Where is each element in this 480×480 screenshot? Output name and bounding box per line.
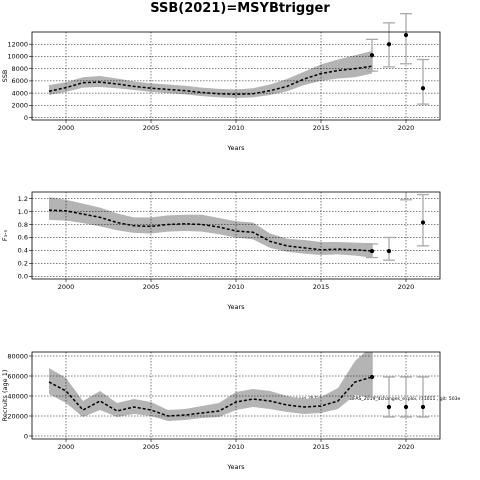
f-y-axis-label: F₃-₅ bbox=[1, 229, 9, 241]
ssb-y-tick-label: 2000 bbox=[11, 102, 28, 110]
ssb-panel: 2000 2005 2010 2015 2020 0 2000 4000 6000 8000 100… bbox=[1, 13, 441, 152]
ssb-y-tick-label: 4000 bbox=[11, 89, 28, 97]
f-projection-errorbar bbox=[417, 193, 429, 247]
ssb-y-tick-label: 0 bbox=[24, 114, 28, 122]
rec-x-tick-label: 2010 bbox=[228, 443, 245, 451]
f-y-tick-label: 1.2 bbox=[18, 195, 28, 203]
ssb-y-tick-label: 8000 bbox=[11, 65, 28, 73]
ssb-projection-errorbar bbox=[417, 58, 429, 105]
ssb-y-tick-label: 6000 bbox=[11, 77, 28, 85]
f-y-tick-label: 0.6 bbox=[18, 234, 28, 242]
f-x-tick-label: 2015 bbox=[313, 283, 330, 291]
rec-x-tick-label: 2015 bbox=[313, 443, 330, 451]
rec-y-tick-label: 40000 bbox=[7, 392, 28, 400]
rec-y-axis-label: Recruits (age 1) bbox=[1, 370, 9, 422]
f-x-tick-label: 2000 bbox=[58, 283, 75, 291]
rec-projection-errorbar bbox=[383, 376, 395, 418]
f-x-tick-label: 2020 bbox=[398, 283, 415, 291]
rec-projection-point bbox=[420, 404, 426, 410]
source-annotation: stockassessment.org, PLE.27.21-23_WGBFAS… bbox=[258, 396, 461, 402]
figure-title: SSB(2021)=MSYBtrigger bbox=[150, 1, 330, 16]
rec-projection-errorbar bbox=[366, 352, 378, 398]
f-projection-point bbox=[404, 178, 408, 182]
ssb-y-tick-label: 10000 bbox=[7, 53, 28, 61]
fishing-mortality-panel: 2000 2005 2010 2015 2020 0.0 0.2 0.4 0.6 0.8 1.0 1.… bbox=[1, 178, 441, 311]
ssb-confidence-band bbox=[49, 50, 372, 98]
f-y-tick-label: 0.8 bbox=[18, 221, 28, 229]
rec-plot-area bbox=[32, 352, 440, 439]
f-plot-area bbox=[32, 178, 440, 279]
rec-confidence-band bbox=[49, 352, 372, 421]
ssb-projection-point bbox=[420, 86, 426, 91]
ssb-y-tick-label: 12000 bbox=[7, 41, 28, 49]
ssb-x-tick-label: 2015 bbox=[313, 124, 330, 132]
rec-projection-errorbar bbox=[417, 376, 429, 418]
ssb-x-axis-label: Years bbox=[226, 144, 245, 152]
f-projection-point bbox=[386, 248, 392, 254]
rec-x-tick-label: 2020 bbox=[398, 443, 415, 451]
ssb-projection-point bbox=[386, 42, 392, 47]
recruitment-panel: 2000 2005 2010 2015 2020 0 20000 40000 60000 8000… bbox=[1, 351, 441, 471]
rec-y-tick-label: 80000 bbox=[7, 352, 28, 360]
rec-estimate-line bbox=[48, 376, 373, 417]
f-y-tick-label: 0.0 bbox=[18, 273, 28, 281]
f-x-tick-label: 2005 bbox=[143, 283, 160, 291]
rec-projection-point bbox=[386, 404, 392, 410]
rec-y-tick-label: 0 bbox=[24, 432, 28, 440]
f-projection-errorbar bbox=[400, 192, 412, 201]
rec-x-tick-label: 2000 bbox=[58, 443, 75, 451]
ssb-x-tick-label: 2000 bbox=[58, 124, 75, 132]
ssb-projection-point bbox=[403, 32, 409, 38]
f-y-tick-label: 0.4 bbox=[18, 247, 28, 255]
ssb-plot-area bbox=[32, 13, 440, 120]
rec-projection-point bbox=[369, 374, 375, 380]
rec-projection-errorbar bbox=[400, 376, 412, 418]
f-confidence-band bbox=[49, 197, 372, 258]
ssb-x-tick-label: 2010 bbox=[228, 124, 245, 132]
f-y-tick-label: 1.0 bbox=[18, 208, 28, 216]
f-projection-point bbox=[420, 220, 426, 225]
ssb-x-tick-label: 2020 bbox=[398, 124, 415, 132]
f-x-tick-label: 2010 bbox=[228, 283, 245, 291]
rec-x-axis-label: Years bbox=[226, 463, 245, 471]
rec-x-tick-label: 2005 bbox=[143, 443, 160, 451]
rec-y-tick-label: 20000 bbox=[7, 412, 28, 420]
f-projection-point bbox=[369, 248, 375, 254]
ssb-projection-errorbar bbox=[400, 13, 412, 65]
f-y-tick-label: 0.2 bbox=[18, 260, 28, 268]
rec-y-tick-label: 60000 bbox=[7, 372, 28, 380]
ssb-x-tick-label: 2005 bbox=[143, 124, 160, 132]
ssb-projection-point bbox=[369, 53, 375, 58]
f-projection-errorbar bbox=[383, 236, 395, 261]
f-x-axis-label: Years bbox=[226, 303, 245, 311]
ssb-y-axis-label: SSB bbox=[1, 70, 9, 83]
rec-projection-point bbox=[403, 404, 409, 410]
